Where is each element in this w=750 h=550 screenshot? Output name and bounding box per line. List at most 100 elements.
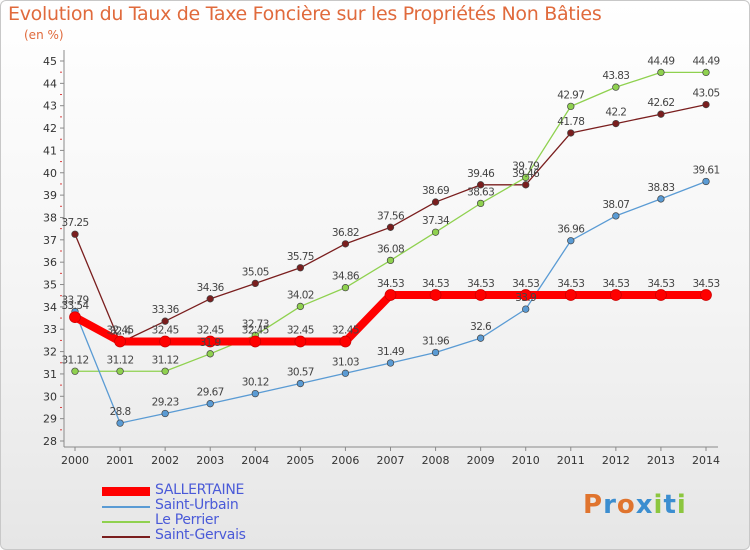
data-label: 34.53 <box>692 278 719 290</box>
data-point <box>116 419 124 427</box>
data-point <box>431 198 440 206</box>
data-label: 32.45 <box>152 325 179 337</box>
data-label: 37.34 <box>422 215 450 227</box>
y-tick-label: 32 <box>43 346 57 359</box>
data-point <box>567 129 575 137</box>
x-tick-label: 2005 <box>286 454 314 467</box>
y-tick-label: 30 <box>43 390 57 403</box>
data-point <box>161 317 169 325</box>
data-point <box>339 335 352 348</box>
legend-swatch <box>102 487 150 496</box>
data-label: 32.45 <box>242 325 269 337</box>
x-tick-label: 2012 <box>602 454 630 467</box>
data-point <box>251 279 259 288</box>
data-label: 32.6 <box>470 321 492 333</box>
legend-label: SALLERTAINE <box>155 482 245 498</box>
data-point <box>296 264 305 272</box>
data-point <box>522 305 530 313</box>
data-label: 44.49 <box>692 55 719 67</box>
data-label: 43.83 <box>602 70 629 82</box>
data-label: 33.36 <box>152 304 180 316</box>
data-point <box>612 119 620 128</box>
data-point <box>71 367 79 375</box>
x-tick-label: 2007 <box>377 454 405 467</box>
data-label: 32.45 <box>287 325 314 337</box>
data-point <box>657 195 665 203</box>
data-point <box>522 173 530 182</box>
data-label: 34.86 <box>332 271 360 283</box>
data-point <box>341 284 350 292</box>
data-point <box>386 223 395 231</box>
data-point <box>69 311 81 324</box>
data-point <box>567 237 575 245</box>
legend-label: Saint-Urbain <box>155 497 239 513</box>
legend-swatch <box>102 521 150 523</box>
data-label: 34.53 <box>647 278 674 290</box>
data-label: 39.46 <box>467 168 495 180</box>
data-point <box>296 302 305 311</box>
legend-label: Saint-Gervais <box>155 527 246 543</box>
data-label: 31.12 <box>61 354 88 366</box>
data-label: 28.8 <box>110 406 131 418</box>
x-tick-label: 2011 <box>557 454 585 467</box>
data-label: 38.07 <box>602 199 629 211</box>
data-point <box>476 199 485 208</box>
data-point <box>564 289 577 301</box>
data-label: 33.9 <box>515 292 536 304</box>
data-label: 34.53 <box>602 278 629 290</box>
data-point <box>702 177 710 186</box>
y-tick-label: 35 <box>43 279 57 292</box>
data-label: 34.36 <box>197 282 225 294</box>
data-label: 33.54 <box>61 300 89 312</box>
data-label: 37.25 <box>61 217 88 229</box>
y-tick-label: 39 <box>43 189 57 202</box>
data-label: 31.12 <box>152 354 179 366</box>
data-label: 32.4 <box>110 326 132 338</box>
data-point <box>655 289 667 301</box>
data-point <box>429 289 442 301</box>
data-label: 29.23 <box>152 397 179 409</box>
data-label: 44.49 <box>647 55 674 67</box>
data-label: 31.49 <box>377 346 404 358</box>
y-tick-label: 42 <box>43 122 57 135</box>
x-tick-label: 2013 <box>647 454 675 467</box>
proxiti-logo: Proxiti <box>583 490 687 520</box>
data-label: 38.69 <box>422 185 449 197</box>
data-label: 34.53 <box>512 278 539 290</box>
x-tick-label: 2008 <box>422 454 450 467</box>
data-label: 39.79 <box>512 160 539 172</box>
data-label: 42.2 <box>605 107 626 119</box>
data-point <box>206 350 214 358</box>
data-label: 42.62 <box>647 97 674 109</box>
y-tick-label: 36 <box>43 256 57 269</box>
data-point <box>114 335 126 348</box>
data-label: 30.57 <box>287 367 314 379</box>
data-point <box>251 389 259 398</box>
y-tick-label: 37 <box>43 234 57 247</box>
data-point <box>612 212 620 220</box>
data-label: 31.9 <box>200 337 221 349</box>
data-label: 32.45 <box>197 325 224 337</box>
data-point <box>161 367 169 375</box>
data-label: 35.05 <box>242 266 269 278</box>
data-point <box>206 295 214 303</box>
data-label: 36.08 <box>377 243 404 255</box>
data-label: 31.96 <box>422 335 450 347</box>
data-point <box>657 110 665 118</box>
legend-swatch <box>102 506 150 508</box>
data-point <box>71 230 79 238</box>
logo-letter: i <box>653 490 664 520</box>
data-point <box>610 289 622 301</box>
x-tick-label: 2006 <box>331 454 359 467</box>
x-tick-label: 2001 <box>106 454 134 467</box>
legend-label: Le Perrier <box>155 512 219 528</box>
data-point <box>204 335 217 348</box>
data-label: 31.12 <box>107 354 134 366</box>
logo-letter: o <box>616 490 636 520</box>
data-point <box>657 68 665 77</box>
data-point <box>386 359 395 367</box>
data-label: 31.03 <box>332 356 359 368</box>
data-point <box>612 83 620 91</box>
y-tick-label: 28 <box>43 435 57 448</box>
chart-title: Evolution du Taux de Taxe Foncière sur l… <box>8 3 602 25</box>
